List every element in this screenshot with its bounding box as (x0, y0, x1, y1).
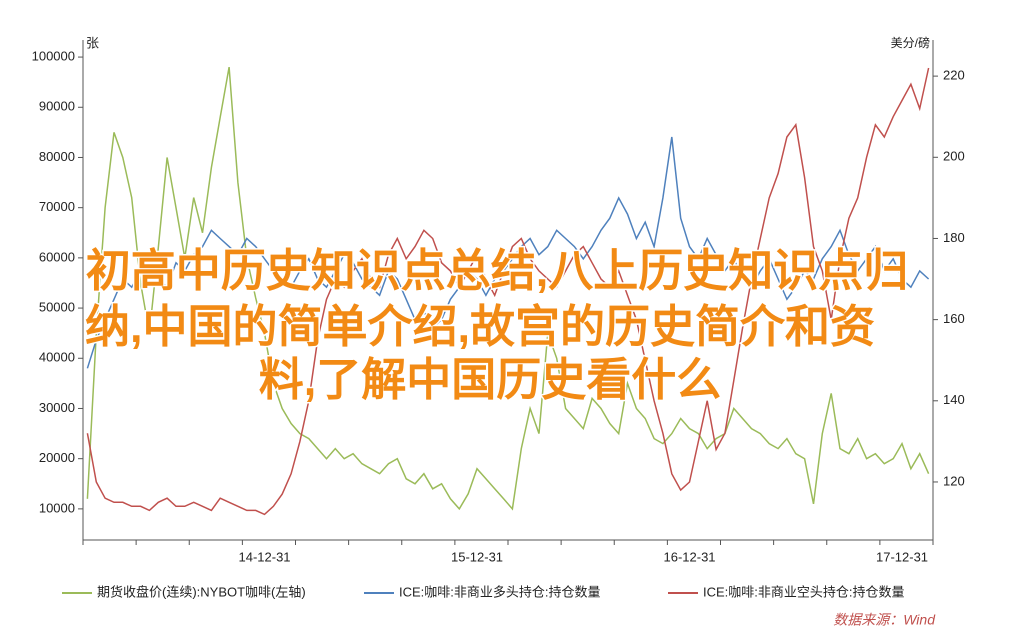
y-tick-label: 90000 (39, 99, 75, 114)
plot-area: 10000 20000 30000 40000 50000 60000 70000 80000… (32, 49, 965, 565)
y2-tick-label: 200 (943, 149, 965, 164)
legend-label: ICE:咖啡:非商业空头持仓:持仓数量 (703, 584, 905, 599)
y-tick-label: 80000 (39, 149, 75, 164)
y2-tick-label: 220 (943, 68, 965, 83)
y2-tick-label: 140 (943, 392, 965, 407)
y2-axis-label: 美分/磅 (891, 35, 930, 50)
y-tick-label: 20000 (39, 450, 75, 465)
series-line (86, 136, 930, 369)
x-tick-label: 16-12-31 (663, 549, 715, 564)
series-line (86, 66, 930, 511)
y-tick-label: 40000 (39, 350, 75, 365)
y-tick-label: 70000 (39, 199, 75, 214)
legend-label: ICE:咖啡:非商业多头持仓:持仓数量 (399, 584, 601, 599)
y-tick-label: 50000 (39, 300, 75, 315)
y2-tick-label: 120 (943, 473, 965, 488)
series-line (86, 67, 930, 516)
y-tick-label: 10000 (39, 500, 75, 515)
y2-tick-label: 160 (943, 311, 965, 326)
x-tick-label: 14-12-31 (238, 549, 290, 564)
x-tick-label: 17-12-31 (876, 549, 928, 564)
y2-tick-label: 180 (943, 230, 965, 245)
y-tick-label: 100000 (32, 49, 75, 64)
y-tick-label: 60000 (39, 249, 75, 264)
overlay-text: 纳,中国的简单介绍,故宫的历史简介和资 (85, 301, 875, 352)
y-axis-label: 张 (86, 35, 99, 50)
x-tick-label: 15-12-31 (451, 549, 503, 564)
overlay-text: 料,了解中国历史看什么 (259, 354, 722, 405)
source: 数据来源：Wind (833, 612, 936, 628)
overlay-text: 初高中历史知识点总结,八上历史知识点归 (86, 245, 909, 296)
legend-label: 期货收盘价(连续):NYBOT咖啡(左轴) (97, 584, 306, 599)
y-tick-label: 30000 (39, 400, 75, 415)
